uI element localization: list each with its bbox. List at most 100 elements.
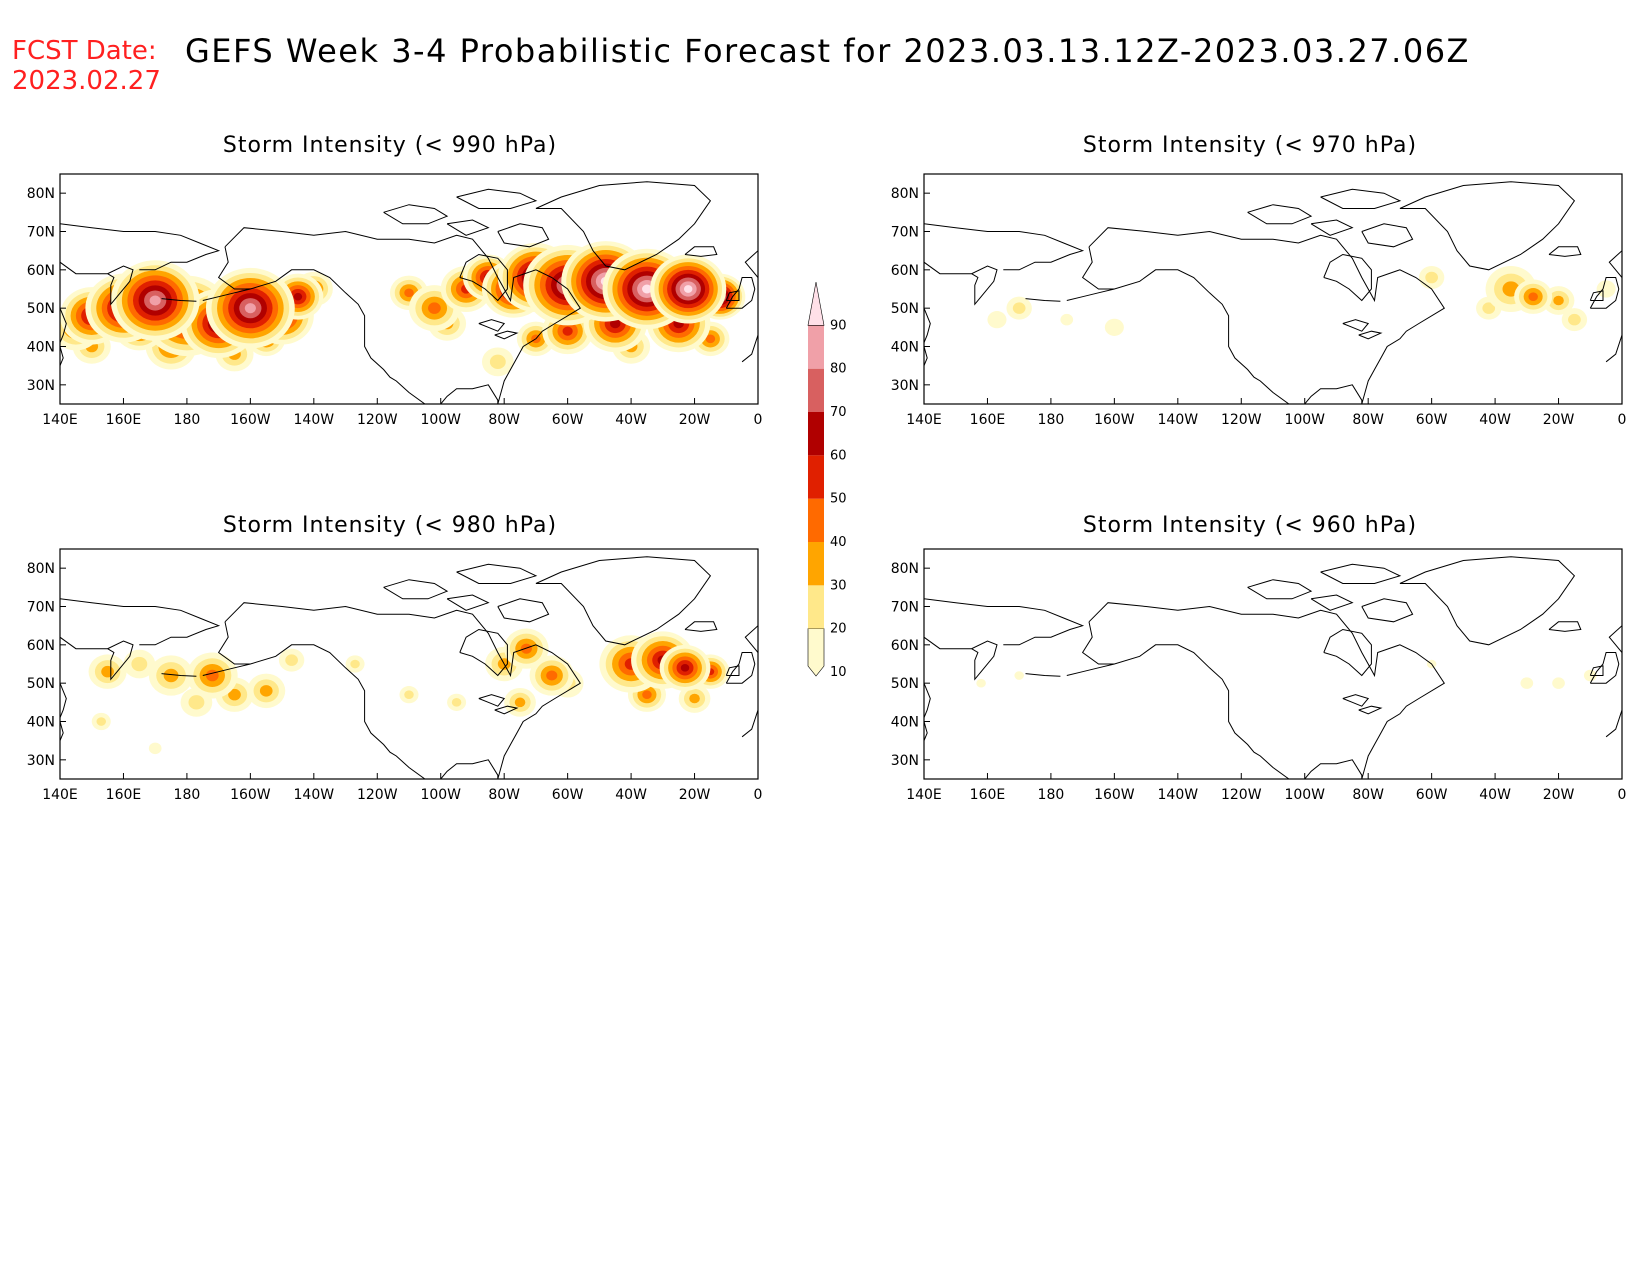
coastline (1589, 290, 1604, 301)
lon-tick-label: 20W (679, 412, 711, 428)
lat-tick-label: 50N (27, 676, 55, 692)
probability-cell (642, 284, 652, 294)
coastline (1025, 673, 1061, 677)
coastline (1605, 709, 1622, 738)
probability-cell (1553, 295, 1564, 306)
lon-tick-label: 120W (357, 412, 398, 428)
probability-cell (1520, 677, 1534, 689)
coastline (494, 330, 519, 340)
lon-tick-label: 140W (294, 412, 335, 428)
probability-cell (489, 354, 506, 370)
probability-cell (1104, 318, 1124, 336)
lon-tick-label: 140E (906, 787, 942, 803)
lon-tick-label: 0 (754, 412, 763, 428)
probability-cell (131, 656, 148, 672)
colorbar-cap (807, 281, 825, 326)
colorbar-label: 70 (830, 405, 847, 420)
probability-cell (562, 326, 573, 336)
colorbar-label: 60 (830, 448, 847, 463)
coastline (1605, 334, 1622, 363)
probability-shading (987, 266, 1616, 336)
lat-tick-label: 60N (891, 263, 919, 279)
lon-tick-label: 160W (230, 412, 271, 428)
lon-tick-label: 160E (106, 412, 142, 428)
probability-shading (88, 628, 730, 755)
coastline (161, 298, 197, 302)
coastline (1323, 253, 1372, 302)
map-panel-p970: 140E 160E 180 160W 140W 120W 100W 80W 60W 40W 20W 0… (891, 173, 1626, 428)
coastline (1310, 594, 1354, 611)
coastline (1358, 705, 1383, 715)
coastline (497, 223, 550, 248)
probability-cell (987, 311, 1007, 329)
page-title: GEFS Week 3-4 Probabilistic Forecast for… (185, 32, 1470, 70)
lon-tick-label: 100W (1284, 787, 1325, 803)
probability-cell (1596, 280, 1616, 298)
probability-cell (1012, 302, 1026, 314)
colorbar-label: 50 (830, 492, 847, 507)
coastline (1342, 319, 1370, 332)
lon-tick-label: 140W (1158, 412, 1199, 428)
map-panel-p980: 140E 160E 180 160W 140W 120W 100W 80W 60W 40W 20W 0… (27, 548, 762, 803)
panel-frame (59, 548, 759, 780)
coastline (478, 319, 506, 332)
lat-tick-label: 60N (891, 638, 919, 654)
coastline (1548, 246, 1582, 257)
lat-tick-label: 70N (27, 225, 55, 241)
coastline (924, 721, 928, 741)
coastline (1247, 579, 1313, 600)
lat-tick-label: 40N (891, 340, 919, 356)
lon-tick-label: 180 (1038, 787, 1065, 803)
coastlines (60, 556, 758, 779)
probability-cell (1425, 271, 1438, 284)
probability-cell (689, 693, 700, 704)
probability-cell (163, 668, 179, 683)
probability-cell (148, 742, 162, 755)
panel-frame (59, 173, 759, 405)
probability-cell (451, 698, 462, 707)
coastline (446, 219, 490, 236)
colorbar-swatch (808, 325, 824, 369)
lon-tick-label: 160W (1094, 787, 1135, 803)
coastline (1361, 598, 1414, 623)
coastline (725, 665, 740, 676)
coastline (535, 556, 712, 646)
lon-tick-label: 80W (488, 787, 520, 803)
lon-tick-label: 160E (970, 787, 1006, 803)
coastline (1589, 665, 1604, 676)
coastline (1608, 625, 1622, 653)
lon-tick-label: 180 (1038, 412, 1065, 428)
lat-tick-label: 50N (891, 676, 919, 692)
lon-tick-label: 180 (174, 412, 201, 428)
colorbar-swatch (808, 585, 824, 629)
coastline (744, 250, 758, 278)
coastlines (924, 181, 1622, 404)
coastline (202, 288, 251, 301)
probability-cell (428, 302, 441, 314)
panel-title-970: Storm Intensity (< 970 hPa) (1082, 133, 1418, 158)
colorbar-swatch (808, 498, 824, 542)
lon-tick-label: 60W (552, 787, 584, 803)
lon-tick-label: 20W (1543, 787, 1575, 803)
coastline (1323, 628, 1372, 677)
probability-cell (96, 717, 107, 726)
coastline (1081, 602, 1446, 779)
lat-tick-label: 40N (27, 715, 55, 731)
probability-cell (546, 670, 558, 681)
coastline (478, 694, 506, 707)
lon-tick-label: 100W (420, 787, 461, 803)
coastline (1589, 277, 1620, 309)
probability-shading (60, 241, 746, 377)
coastline (1247, 204, 1313, 225)
fcst-date-value: 2023.02.27 (12, 66, 161, 96)
lon-tick-label: 0 (1618, 787, 1627, 803)
lon-tick-label: 140W (1158, 787, 1199, 803)
lon-tick-label: 140W (294, 787, 335, 803)
lat-tick-label: 30N (891, 378, 919, 394)
probability-cell (404, 690, 414, 699)
lon-tick-label: 60W (552, 412, 584, 428)
coastline (924, 346, 928, 366)
colorbar-swatch (808, 542, 824, 586)
lon-tick-label: 120W (1221, 787, 1262, 803)
coastline (459, 628, 508, 677)
